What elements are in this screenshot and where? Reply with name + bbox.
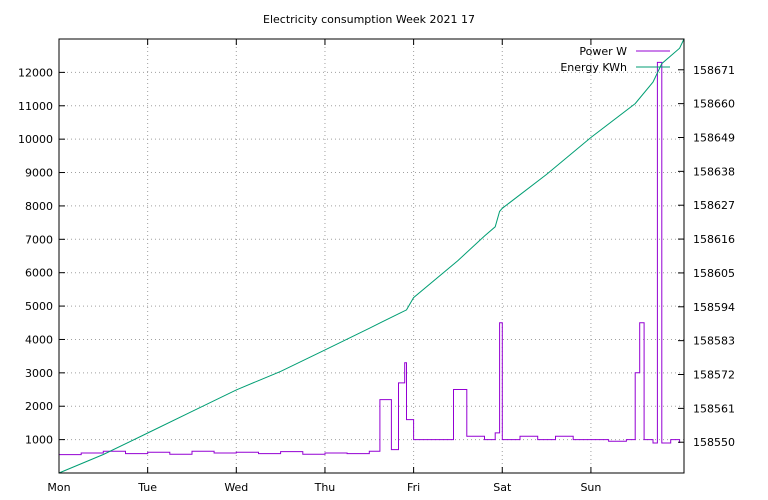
y2-tick-label: 158572 [693,369,735,382]
legend-label: Power W [579,45,627,58]
y-tick-label: 3000 [25,367,53,380]
x-tick-label: Fri [407,481,420,494]
y-tick-label: 12000 [18,66,53,79]
y-tick-label: 1000 [25,434,53,447]
x-tick-label: Sat [493,481,512,494]
y-tick-label: 8000 [25,200,53,213]
y-tick-label: 9000 [25,167,53,180]
y-tick-label: 11000 [18,100,53,113]
grid-layer [58,39,684,473]
x-tick-label: Sun [580,481,601,494]
chart-title: Electricity consumption Week 2021 17 [263,13,475,26]
y-tick-label: 10000 [18,133,53,146]
y2-tick-label: 158605 [693,267,735,280]
y2-tick-label: 158561 [693,402,735,415]
x-tick-label: Mon [47,481,70,494]
y2-tick-label: 158671 [693,64,735,77]
y2-tick-label: 158594 [693,301,735,314]
y-tick-label: 4000 [25,333,53,346]
x-tick-label: Tue [137,481,157,494]
ticks-layer: Mon Tue Wed Thu Fri Sat Sun 1000 2000 3000 4000 500… [18,39,735,494]
x-tick-label: Wed [224,481,248,494]
y2-tick-label: 158627 [693,199,735,212]
y2-tick-label: 158550 [693,436,735,449]
legend: Power W Energy KWh [560,45,670,74]
legend-label: Energy KWh [560,61,627,74]
y2-tick-label: 158583 [693,335,735,348]
series-layer [58,38,685,474]
y2-tick-label: 158649 [693,131,735,144]
y2-tick-label: 158638 [693,165,735,178]
x-tick-label: Thu [314,481,336,494]
y2-tick-label: 158616 [693,233,735,246]
y-tick-label: 7000 [25,233,53,246]
y-tick-label: 2000 [25,400,53,413]
series-line-power [59,61,681,456]
y-tick-label: 6000 [25,267,53,280]
y-tick-label: 5000 [25,300,53,313]
y2-tick-label: 158660 [693,98,735,111]
series-line-energy [58,38,685,474]
plot-frame [58,38,685,474]
